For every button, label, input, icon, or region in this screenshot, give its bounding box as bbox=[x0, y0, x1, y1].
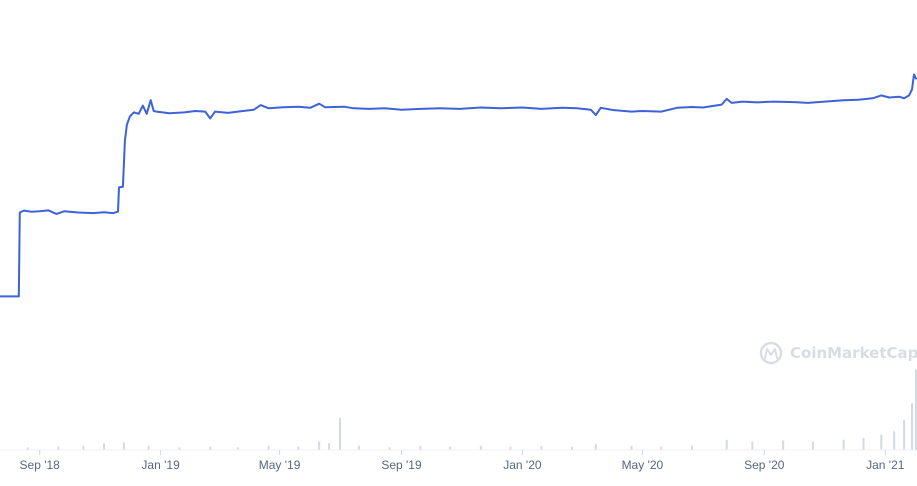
volume-bar bbox=[297, 446, 300, 450]
volume-bar bbox=[318, 441, 321, 450]
x-axis-ticks: Sep '18 Jan '19 May '19 Sep '19 Jan '20 May '… bbox=[20, 450, 905, 472]
volume-bar bbox=[328, 443, 331, 450]
volume-bar bbox=[339, 417, 341, 450]
volume-bar bbox=[571, 446, 573, 450]
volume-bar bbox=[915, 369, 917, 451]
volume-bar bbox=[880, 434, 883, 450]
x-tick-label: May '20 bbox=[622, 458, 664, 472]
volume-bar bbox=[236, 447, 239, 450]
x-tick-label: May '19 bbox=[259, 458, 301, 472]
volume-bar bbox=[147, 445, 150, 451]
volume-bar bbox=[479, 445, 482, 451]
volume-bar bbox=[122, 442, 125, 450]
volume-bar bbox=[509, 446, 512, 450]
volume-bar bbox=[594, 444, 597, 451]
volume-bar bbox=[811, 441, 814, 450]
volume-bar bbox=[449, 446, 452, 450]
volume-bar bbox=[782, 440, 785, 450]
volume-bar bbox=[178, 447, 181, 450]
volume-bar bbox=[388, 447, 391, 450]
volume-bar bbox=[103, 443, 106, 450]
x-tick-label: Jan '20 bbox=[503, 458, 542, 472]
watermark-text: CoinMarketCap bbox=[790, 344, 917, 362]
volume-bar bbox=[57, 446, 60, 450]
x-tick-label: Sep '19 bbox=[381, 458, 422, 472]
volume-bar bbox=[842, 439, 845, 450]
volume-bar bbox=[82, 445, 85, 451]
x-tick-label: Jan '21 bbox=[866, 458, 905, 472]
volume-bar bbox=[630, 445, 633, 451]
volume-bar bbox=[357, 445, 360, 451]
volume-bar bbox=[893, 431, 896, 450]
volume-bar bbox=[911, 403, 913, 451]
x-tick-label: Sep '20 bbox=[744, 458, 785, 472]
volume-bar bbox=[209, 446, 212, 450]
volume-bar bbox=[751, 441, 754, 450]
volume-bar bbox=[862, 438, 865, 450]
volume-bar bbox=[267, 445, 270, 451]
volume-bar bbox=[419, 445, 422, 451]
coinmarketcap-logo-icon bbox=[759, 341, 783, 365]
volume-bars bbox=[26, 369, 917, 451]
volume-bar bbox=[725, 439, 728, 450]
volume-bar bbox=[26, 447, 29, 450]
x-tick-label: Jan '19 bbox=[141, 458, 180, 472]
coinmarketcap-watermark: CoinMarketCap bbox=[759, 341, 917, 365]
x-tick-label: Sep '18 bbox=[20, 458, 61, 472]
volume-bar bbox=[660, 446, 663, 450]
volume-bar bbox=[903, 420, 906, 450]
price-line-series bbox=[0, 73, 917, 298]
volume-bar bbox=[540, 445, 543, 451]
volume-bar bbox=[691, 445, 693, 451]
